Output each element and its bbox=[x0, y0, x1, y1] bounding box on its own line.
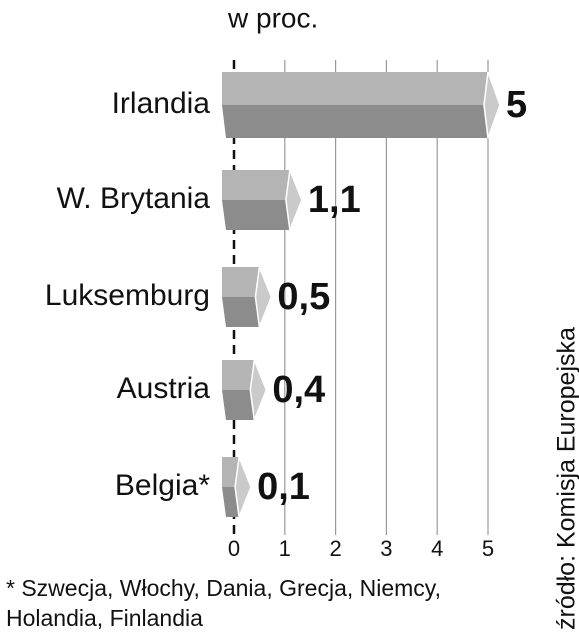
value-label: 0,1 bbox=[257, 466, 310, 508]
bar-top bbox=[222, 170, 290, 200]
x-tick-label: 3 bbox=[380, 536, 392, 561]
value-label: 0,5 bbox=[277, 276, 330, 318]
value-label: 0,4 bbox=[272, 369, 325, 411]
footnote: Holandia, Finlandia bbox=[6, 605, 203, 631]
bar-tip bbox=[249, 357, 268, 423]
x-tick-label: 2 bbox=[329, 536, 341, 561]
bar-top bbox=[222, 360, 255, 390]
bar-tip bbox=[285, 167, 303, 233]
x-tick-label: 4 bbox=[431, 536, 443, 561]
bar-top bbox=[222, 457, 240, 487]
bar-tip bbox=[254, 264, 273, 330]
y-tick-label: Belgia* bbox=[115, 469, 210, 502]
bar-tip bbox=[234, 454, 252, 520]
bar-top bbox=[222, 267, 260, 297]
footnote: * Szwecja, Włochy, Dania, Grecja, Niemcy… bbox=[6, 575, 441, 601]
y-tick-label: Austria bbox=[117, 372, 211, 405]
source: źródło: Komisja Europejska bbox=[553, 327, 579, 630]
bar-top bbox=[222, 72, 488, 105]
chart-title: w proc. bbox=[227, 2, 318, 33]
x-tick-label: 5 bbox=[482, 536, 494, 561]
bar-tip bbox=[483, 71, 501, 139]
y-tick-label: Luksemburg bbox=[45, 279, 210, 312]
value-label: 1,1 bbox=[308, 179, 361, 221]
x-tick-label: 0 bbox=[228, 536, 240, 561]
value-label: 5 bbox=[506, 84, 527, 126]
x-tick-label: 1 bbox=[279, 536, 291, 561]
y-tick-label: Irlandia bbox=[112, 87, 211, 120]
y-tick-label: W. Brytania bbox=[57, 182, 211, 215]
